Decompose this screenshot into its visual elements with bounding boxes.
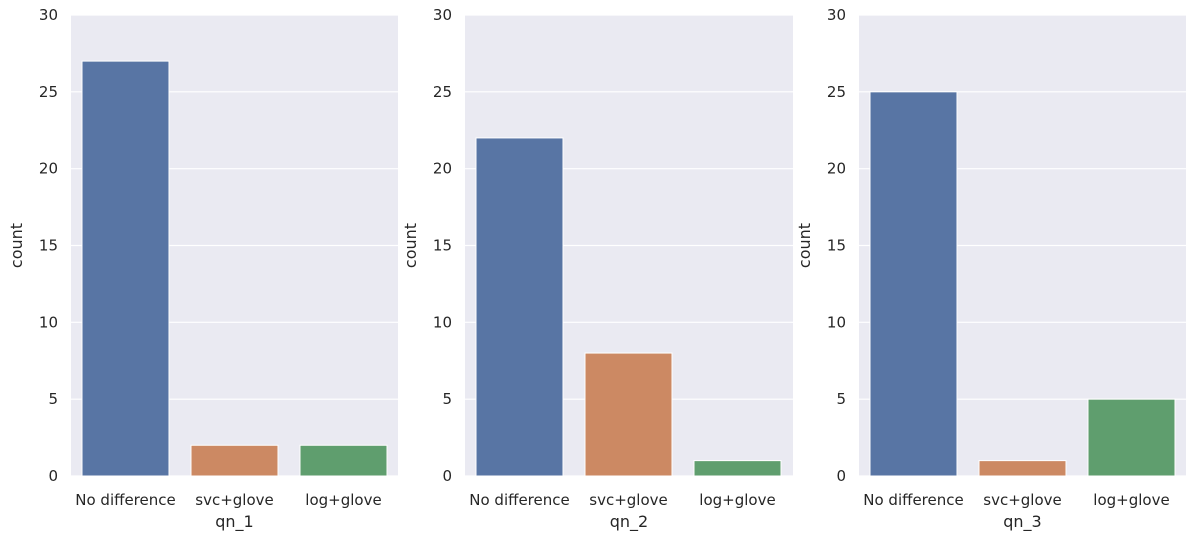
x-tick-label: log+glove [1093,491,1169,509]
y-tick-label: 20 [39,160,58,178]
y-tick-label: 25 [827,83,846,101]
y-tick-label: 25 [433,83,452,101]
y-tick-label: 5 [836,390,846,408]
y-axis-label: count [7,223,26,268]
x-tick-label: log+glove [699,491,775,509]
x-axis-label: qn_1 [215,512,253,532]
y-tick-label: 5 [442,390,452,408]
y-axis-label: count [795,223,814,268]
x-tick-label: log+glove [305,491,381,509]
y-tick-label: 20 [433,160,452,178]
bar-2 [190,444,279,477]
y-tick-label: 25 [39,83,58,101]
y-tick-label: 0 [442,467,452,485]
x-tick-label: svc+glove [983,491,1061,509]
y-tick-label: 30 [433,6,452,24]
y-tick-label: 0 [48,467,58,485]
y-tick-label: 10 [433,313,452,331]
y-tick-label: 30 [39,6,58,24]
subplot-1: 0 5 10 15 20 25 30 No difference svc+glove log+gl… [7,6,398,532]
y-tick-label: 5 [48,390,58,408]
y-tick-label: 30 [827,6,846,24]
x-tick-label: svc+glove [195,491,273,509]
subplot-3: 0 5 10 15 20 25 30 No difference svc+glove log+gl… [795,6,1186,532]
bar-3 [1087,398,1176,477]
x-tick-label: svc+glove [589,491,667,509]
bar-1 [81,60,170,477]
y-tick-label: 15 [433,237,452,255]
bar-1 [869,91,958,477]
x-tick-label: No difference [863,491,963,509]
y-tick-label: 15 [39,237,58,255]
bar-1 [475,137,564,477]
y-tick-label: 15 [827,237,846,255]
y-tick-label: 20 [827,160,846,178]
bar-3 [693,460,782,477]
bar-2 [584,352,673,477]
bar-2 [978,460,1067,477]
y-tick-label: 0 [836,467,846,485]
x-axis-label: qn_3 [1003,512,1041,532]
subplot-2: 0 5 10 15 20 25 30 No difference svc+glove log+gl… [401,6,793,532]
x-tick-label: No difference [469,491,569,509]
y-tick-label: 10 [827,313,846,331]
bar-3 [299,444,388,477]
y-axis-label: count [401,223,420,268]
x-axis-label: qn_2 [610,512,648,532]
x-tick-label: No difference [75,491,175,509]
y-tick-label: 10 [39,313,58,331]
